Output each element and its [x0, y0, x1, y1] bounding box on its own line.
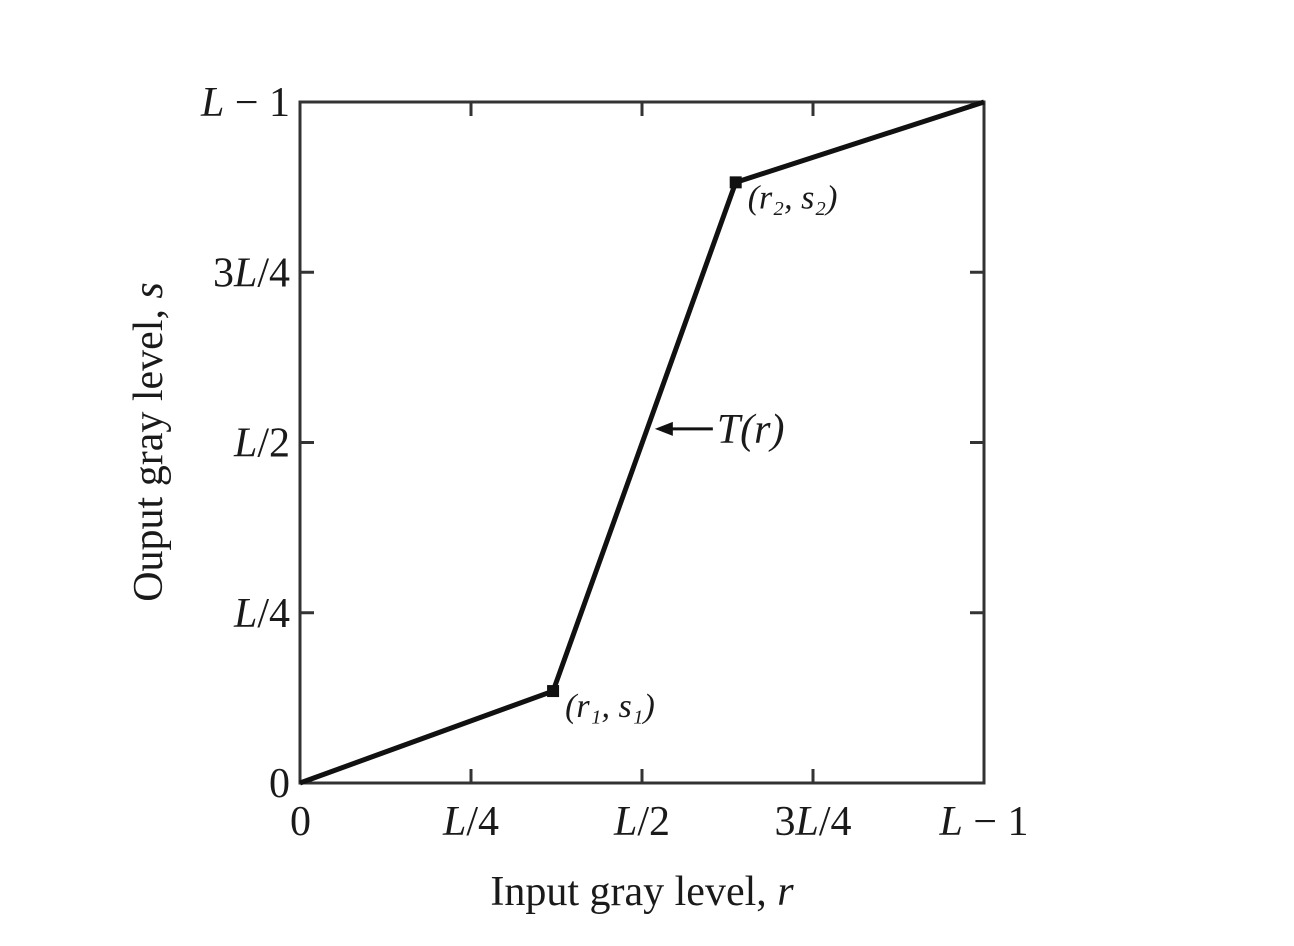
x-tick-label: L/4	[442, 799, 499, 845]
control-point-marker	[729, 176, 742, 189]
x-axis-label: Input gray level, r	[490, 869, 794, 915]
control-point-label: (r₁, s₁)	[565, 688, 655, 725]
curve-label: T(r)	[717, 407, 785, 453]
transformation-curve	[299, 99, 985, 786]
x-tick-label: 0	[290, 799, 311, 845]
control-point-label: (r₂, s₂)	[748, 179, 838, 216]
tick-marks	[300, 102, 984, 783]
y-tick-label: L/4	[233, 591, 290, 637]
y-axis-label: Ouput gray level, s	[126, 282, 172, 602]
control-points: (r₁, s₁) (r₂, s₂)	[547, 176, 837, 725]
y-tick-labels: 0 L/4 L/2 3L/4 L − 1	[200, 80, 290, 807]
y-tick-label: 0	[269, 761, 290, 807]
x-tick-label: L − 1	[938, 799, 1028, 845]
x-tick-labels: 0 L/4 L/2 3L/4 L − 1	[290, 799, 1029, 845]
y-tick-label: L/2	[233, 421, 290, 467]
x-tick-label: 3L/4	[774, 799, 851, 845]
annotations: T(r)	[654, 407, 785, 453]
y-tick-label: 3L/4	[213, 250, 290, 296]
y-tick-label: L − 1	[200, 80, 290, 126]
x-tick-label: L/2	[613, 799, 670, 845]
control-point-marker	[547, 685, 560, 698]
annotation-arrow-head	[654, 421, 673, 436]
